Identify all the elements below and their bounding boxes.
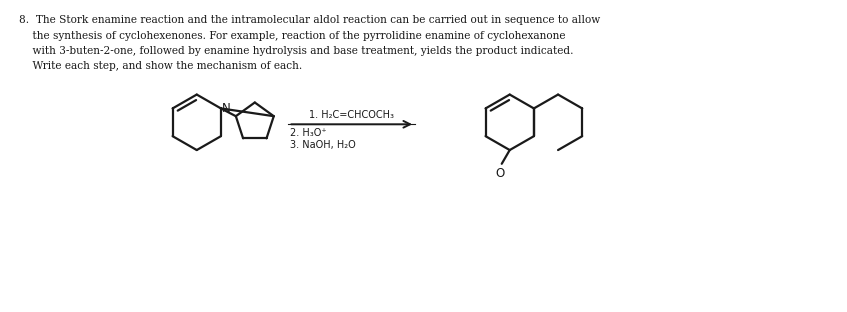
Text: the synthesis of cyclohexenones. For example, reaction of the pyrrolidine enamin: the synthesis of cyclohexenones. For exa… <box>19 31 566 41</box>
Text: 8.  The Stork enamine reaction and the intramolecular aldol reaction can be carr: 8. The Stork enamine reaction and the in… <box>19 15 601 25</box>
Text: O: O <box>495 167 504 180</box>
Text: Write each step, and show the mechanism of each.: Write each step, and show the mechanism … <box>19 61 302 71</box>
Text: N: N <box>222 102 230 115</box>
Text: 1. H₂C=CHCOCH₃: 1. H₂C=CHCOCH₃ <box>309 110 394 120</box>
Text: 3. NaOH, H₂O: 3. NaOH, H₂O <box>291 140 357 150</box>
Text: with 3-buten-2-one, followed by enamine hydrolysis and base treatment, yields th: with 3-buten-2-one, followed by enamine … <box>19 46 573 56</box>
Text: 2. H₃O⁺: 2. H₃O⁺ <box>291 128 327 138</box>
